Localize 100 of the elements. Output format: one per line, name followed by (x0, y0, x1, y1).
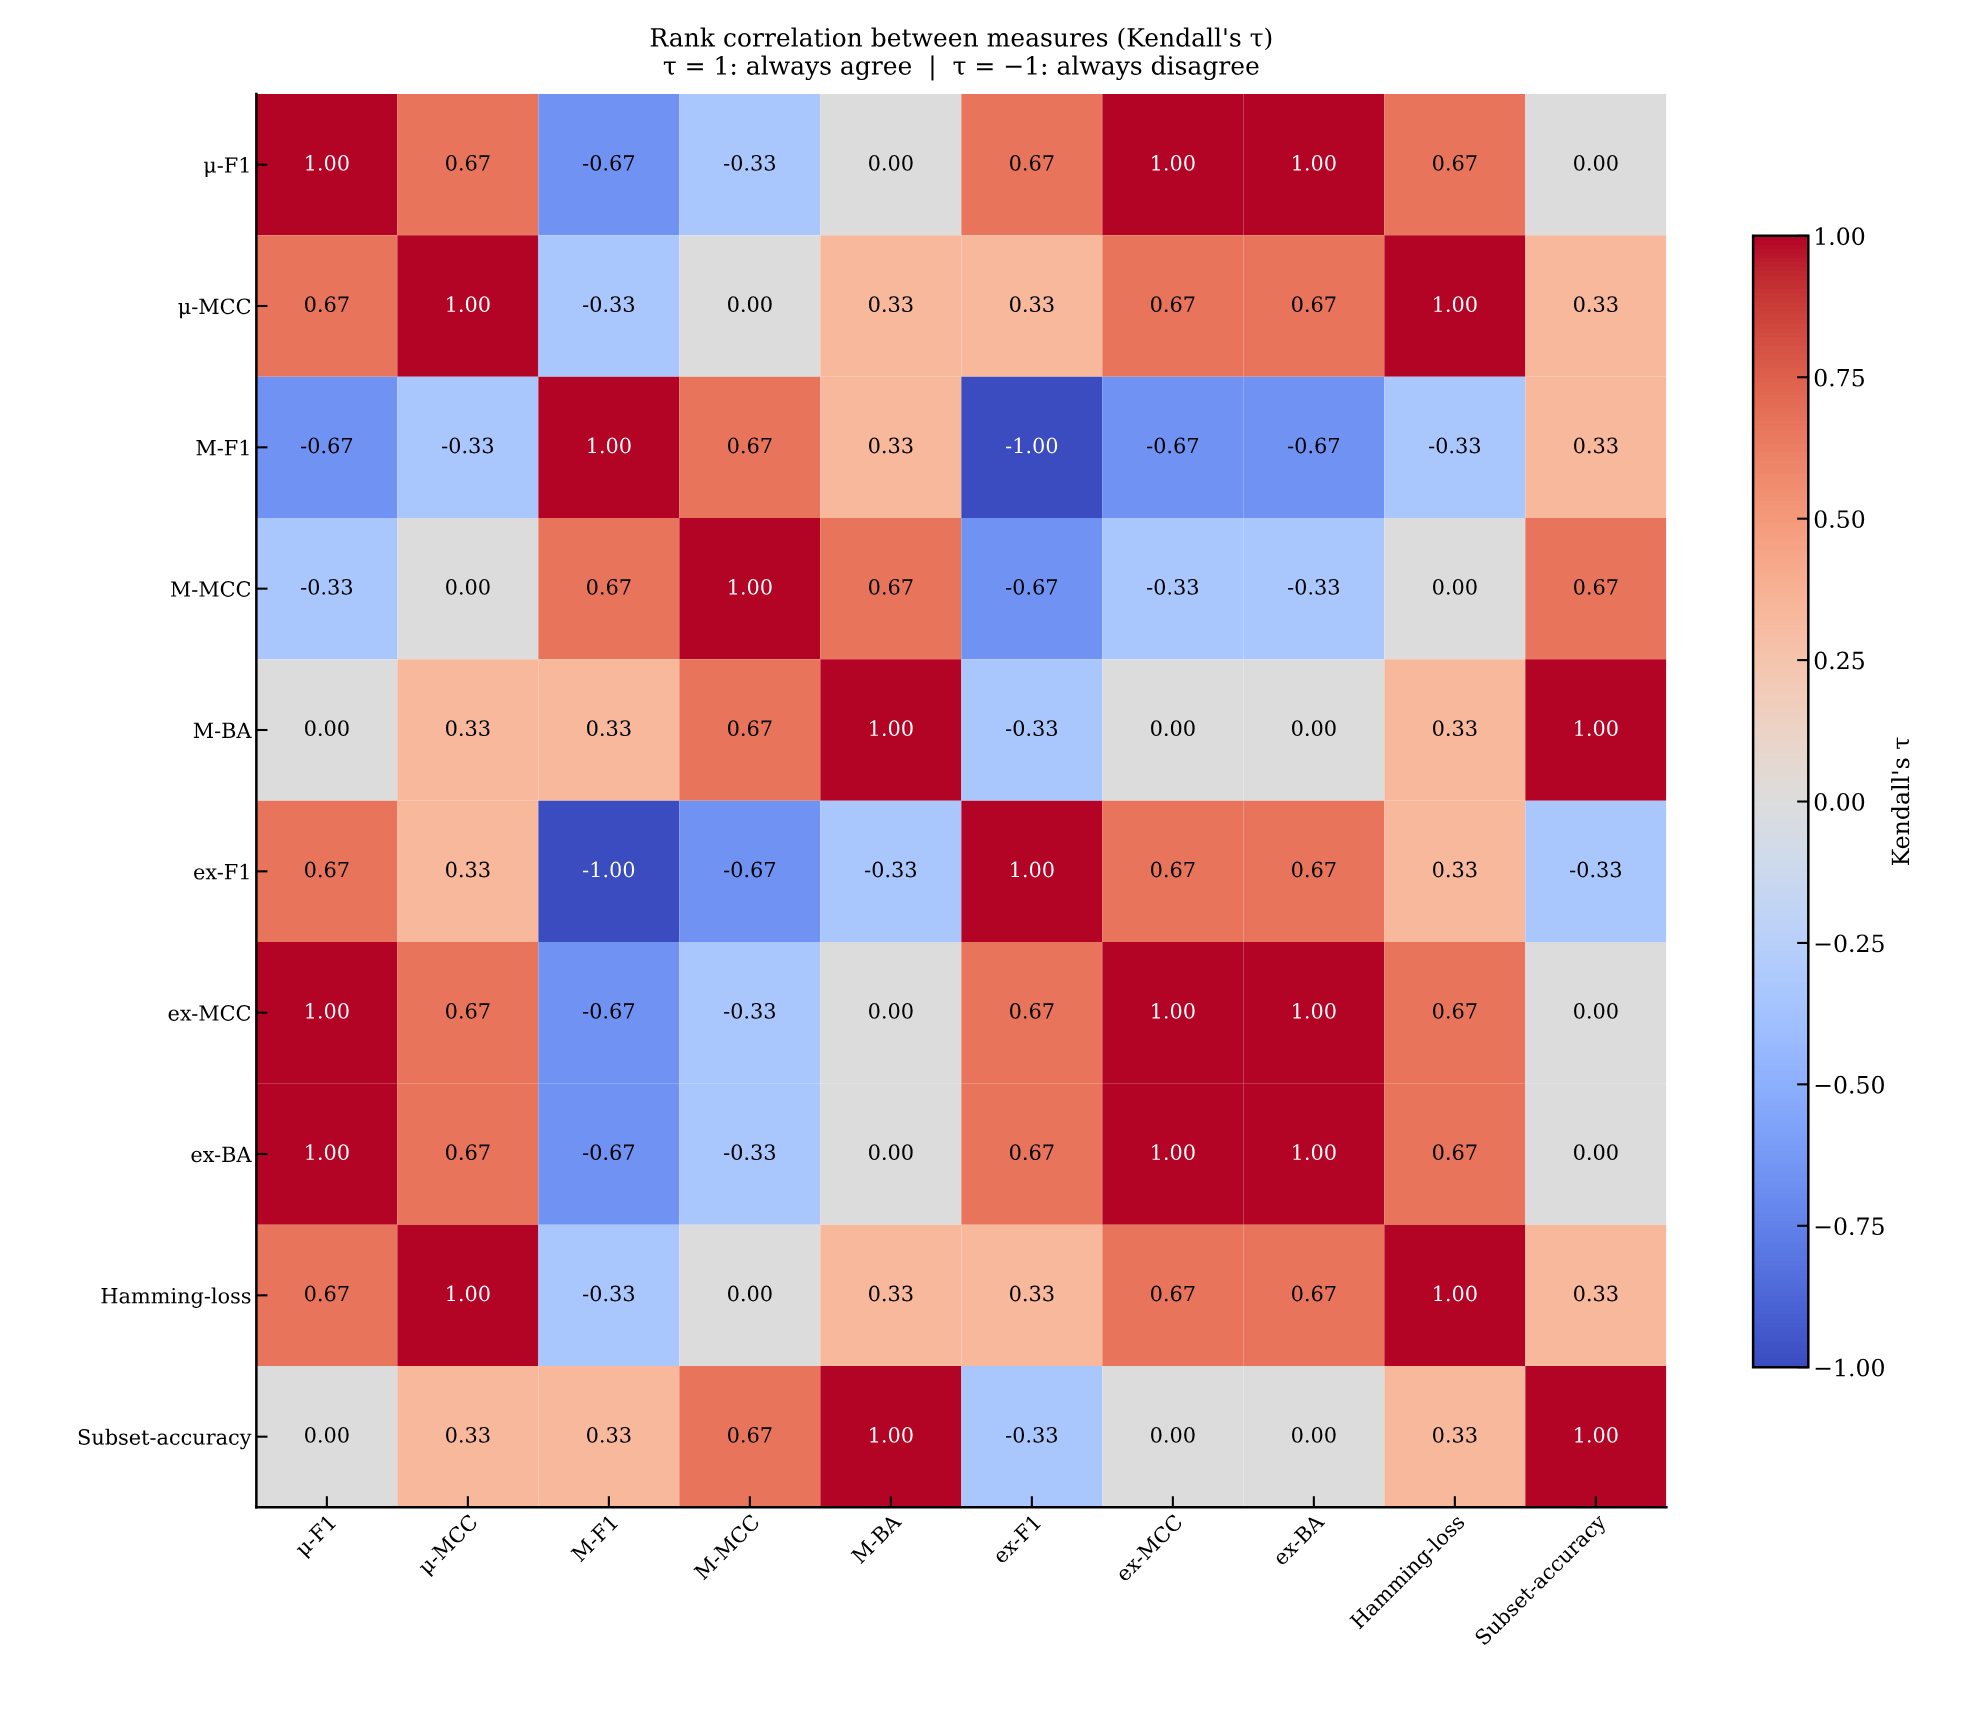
data-label: -0.33 (583, 1285, 635, 1302)
data-label: 0.00 (1151, 720, 1195, 737)
data-label: 1.00 (1152, 1002, 1195, 1019)
data-label: 0.67 (1433, 1144, 1477, 1161)
y-tick-label: μ-F1 (203, 157, 249, 177)
data-label: 0.00 (1292, 1426, 1336, 1443)
color-bar-label: −0.25 (1815, 934, 1884, 953)
data-label: 0.00 (305, 720, 349, 737)
data-label: 1.00 (588, 437, 631, 454)
y-tick-label: Hamming-loss (101, 1287, 251, 1308)
data-label: 1.00 (447, 1285, 490, 1302)
data-label: 1.00 (870, 1426, 913, 1443)
data-label: 1.00 (1575, 1426, 1618, 1443)
data-label: 0.00 (728, 296, 772, 313)
data-label: 1.00 (1293, 1144, 1336, 1161)
data-label: -0.67 (1147, 437, 1199, 454)
data-label: 1.00 (1152, 1144, 1195, 1161)
data-label: 1.00 (1293, 154, 1336, 171)
data-label: 0.67 (1292, 296, 1336, 313)
data-label: 0.67 (1433, 154, 1477, 171)
data-label: 0.67 (1151, 861, 1195, 878)
data-label: 0.33 (1010, 1285, 1054, 1302)
color-bar-label: 0.00 (1814, 792, 1865, 811)
data-label: 0.33 (1010, 296, 1054, 313)
color-bar-label: 0.25 (1814, 651, 1864, 670)
data-label: 1.00 (306, 154, 349, 171)
data-label: 0.33 (587, 720, 631, 737)
data-label: -0.33 (583, 296, 635, 313)
data-label: 0.67 (1010, 1002, 1054, 1019)
data-label: -0.33 (1570, 861, 1622, 878)
y-tick-label: ex-MCC (168, 1005, 251, 1021)
data-label: 0.33 (1574, 1285, 1618, 1302)
data-label: 0.67 (305, 861, 349, 878)
y-tick-label: M-MCC (170, 581, 251, 597)
y-tick-label: M-F1 (196, 439, 249, 456)
data-label: 0.67 (305, 1285, 349, 1302)
data-label: -0.67 (583, 1144, 635, 1161)
data-label: 0.33 (446, 1426, 490, 1443)
data-label: -0.33 (1429, 437, 1481, 454)
data-label: -0.33 (865, 861, 917, 878)
data-label: 0.33 (1574, 296, 1618, 313)
data-label: -0.33 (1288, 578, 1340, 595)
y-tick-label: Subset-accuracy (78, 1428, 252, 1450)
data-label: 0.33 (1574, 437, 1618, 454)
data-label: 0.00 (869, 154, 913, 171)
data-label: 1.00 (1434, 296, 1477, 313)
y-tick-label: μ-MCC (178, 298, 251, 319)
data-label: 0.67 (1292, 1285, 1336, 1302)
data-label: 0.33 (869, 437, 913, 454)
data-label: 0.67 (728, 1426, 772, 1443)
data-label: -0.67 (583, 1002, 635, 1019)
data-label: 1.00 (1434, 1285, 1477, 1302)
data-label: 1.00 (306, 1144, 349, 1161)
data-label: 0.33 (446, 720, 490, 737)
data-label: -0.33 (724, 1002, 776, 1019)
data-label: 0.00 (1574, 154, 1618, 171)
data-label: -0.33 (1147, 578, 1199, 595)
y-tick-label: M-BA (193, 722, 252, 738)
data-label: 0.33 (1433, 720, 1477, 737)
data-label: 1.00 (1575, 720, 1618, 737)
data-label: 1.00 (306, 1002, 349, 1019)
color-bar-label: −0.50 (1815, 1075, 1884, 1094)
data-label: 0.00 (1433, 578, 1477, 595)
data-label: -0.67 (1288, 437, 1340, 454)
y-tick-label: ex-BA (191, 1146, 252, 1163)
data-label: -0.67 (301, 437, 353, 454)
data-label: 0.67 (446, 1144, 490, 1161)
chart-subtitle: τ = 1: always agree | τ = −1: always disagree (663, 55, 1259, 81)
data-label: 0.67 (728, 720, 772, 737)
data-label: 0.00 (869, 1144, 913, 1161)
data-label: 0.67 (587, 578, 631, 595)
data-label: -1.00 (583, 861, 635, 878)
data-label: -0.33 (442, 437, 494, 454)
data-label: 0.67 (1574, 578, 1618, 595)
data-label: 0.67 (305, 296, 349, 313)
color-bar-label: 1.00 (1816, 227, 1865, 246)
data-label: 0.67 (446, 154, 490, 171)
data-label: 0.00 (446, 578, 490, 595)
y-tick-label: ex-F1 (194, 863, 249, 880)
color-bar-title: Kendall's τ (1891, 737, 1910, 866)
data-label: 1.00 (1152, 154, 1195, 171)
data-label: -0.33 (1006, 720, 1058, 737)
data-label: 0.33 (869, 1285, 913, 1302)
data-label: -0.67 (1006, 578, 1058, 595)
data-label: 0.00 (728, 1285, 772, 1302)
data-label: -0.33 (1006, 1426, 1058, 1443)
data-label: -0.67 (724, 861, 776, 878)
data-label: 0.67 (1292, 861, 1336, 878)
data-label: 0.67 (1433, 1002, 1477, 1019)
data-label: 1.00 (870, 720, 913, 737)
data-label: -0.33 (301, 578, 353, 595)
color-bar-label: −1.00 (1815, 1358, 1884, 1377)
data-label: 0.00 (305, 1426, 349, 1443)
data-label: 1.00 (1011, 861, 1054, 878)
data-label: -0.33 (724, 1144, 776, 1161)
data-label: -0.67 (583, 154, 635, 171)
data-label: 0.00 (1574, 1144, 1618, 1161)
data-label: 0.00 (1574, 1002, 1618, 1019)
data-label: 0.33 (587, 1426, 631, 1443)
data-label: 0.67 (1151, 296, 1195, 313)
